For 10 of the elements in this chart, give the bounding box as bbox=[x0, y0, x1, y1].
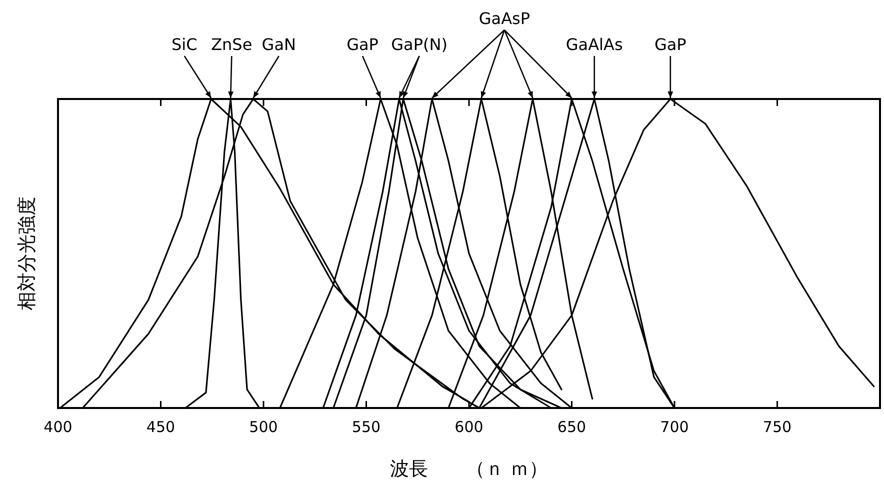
x-tick-label: 650 bbox=[557, 418, 586, 436]
x-tick-label: 500 bbox=[249, 418, 278, 436]
x-axis-title: 波長 （ｎ ｍ） bbox=[390, 458, 548, 480]
x-tick-label: 550 bbox=[352, 418, 381, 436]
y-axis-title: 相対分光強度 bbox=[16, 196, 38, 310]
x-tick-label: 700 bbox=[660, 418, 689, 436]
x-tick-label: 750 bbox=[762, 418, 792, 436]
x-tick-label: 600 bbox=[454, 418, 484, 436]
x-tick-label: 450 bbox=[146, 418, 176, 436]
x-tick-label: 400 bbox=[44, 418, 72, 436]
